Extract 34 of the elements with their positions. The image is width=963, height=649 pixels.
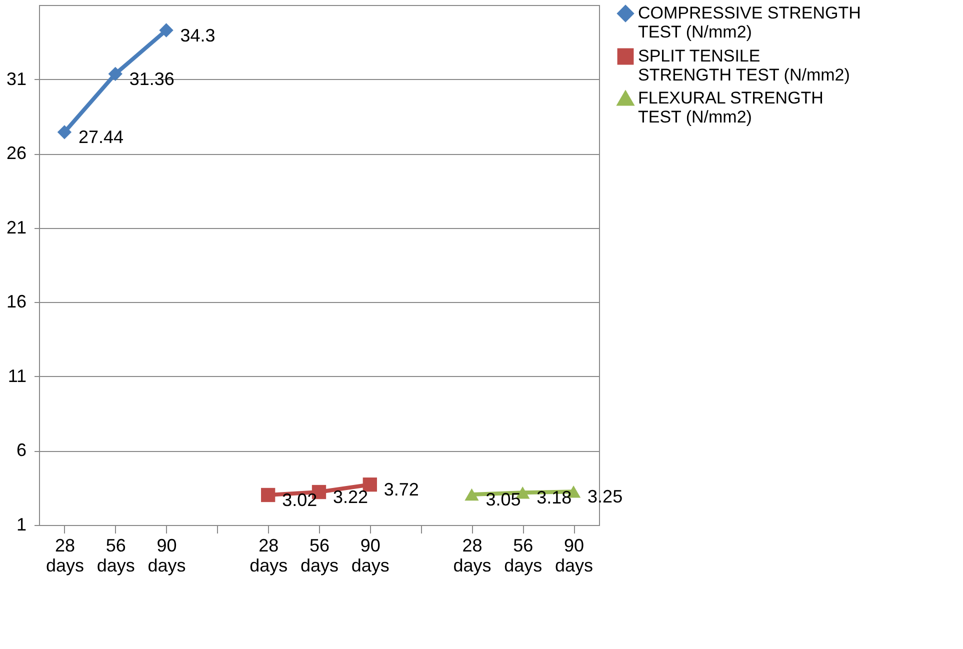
point (261, 488, 276, 502)
x-tick-label: 28 days (453, 536, 492, 576)
data-label: 31.36 (129, 68, 174, 89)
data-label: 27.44 (78, 127, 124, 148)
point (57, 125, 72, 140)
y-tick-label: 11 (8, 366, 26, 386)
data-label: 3.25 (588, 486, 623, 507)
x-tick-label: 90 days (148, 536, 186, 576)
y-tick-label: 6 (16, 440, 26, 460)
y-tick-label: 1 (16, 514, 26, 534)
y-tick-label: 26 (6, 143, 26, 164)
x-tick-label: 56 days (96, 536, 135, 576)
x-tick-label: 90 days (555, 536, 594, 576)
x-tick-label: 28 days (250, 536, 288, 576)
point (108, 66, 122, 82)
legend-label: SPLIT TENSILE STRENGTH TEST (N/mm2) (638, 46, 850, 84)
point (159, 23, 174, 38)
x-tick-label: 56 days (504, 536, 542, 576)
data-label: 3.22 (333, 487, 368, 508)
data-label: 3.18 (536, 488, 572, 508)
x-tick-label: 56 days (300, 536, 339, 576)
x-tick-label: 28 days (46, 536, 84, 576)
data-label: 3.72 (384, 480, 419, 500)
legend-label: FLEXURAL STRENGTH TEST (N/mm2) (638, 88, 824, 126)
x-tick-label: 90 days (351, 536, 390, 576)
point (464, 488, 479, 501)
data-label: 34.3 (180, 25, 216, 46)
legend-label: COMPRESSIVE STRENGTH TEST (N/mm2) (638, 4, 861, 42)
data-label: 3.05 (486, 490, 521, 510)
data-label: 3.02 (282, 490, 318, 510)
y-tick-label: 16 (6, 292, 26, 312)
y-tick-label: 21 (6, 217, 26, 238)
y-tick-label: 31 (6, 68, 26, 89)
point (362, 478, 377, 492)
